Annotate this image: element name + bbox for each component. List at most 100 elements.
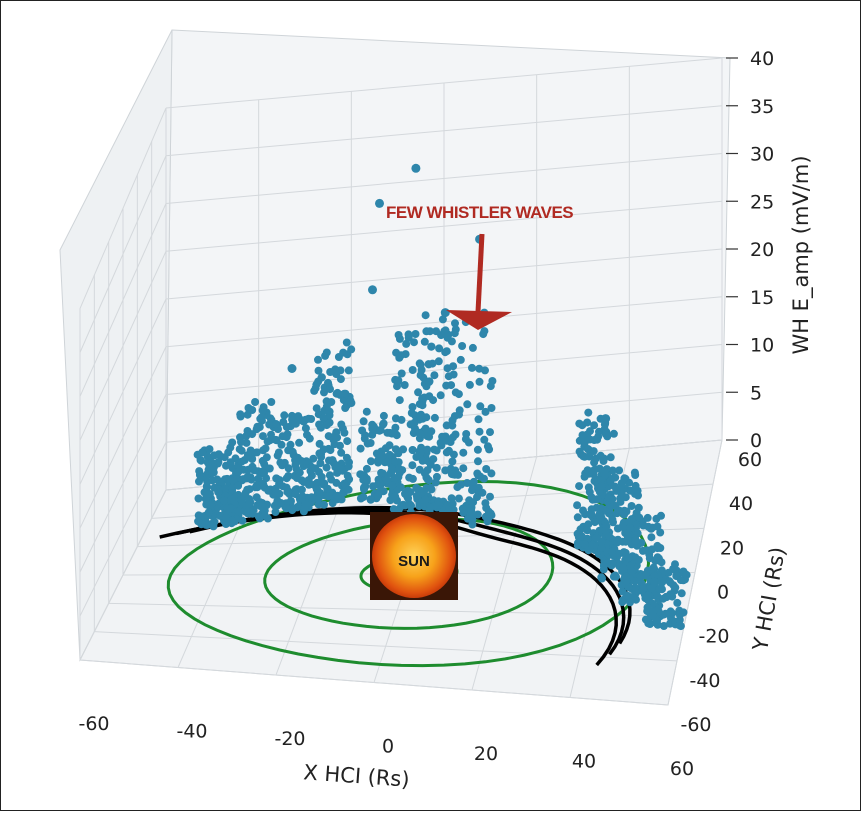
scatter-point (606, 453, 615, 462)
scatter-point (442, 421, 451, 430)
scatter-point (252, 448, 261, 457)
scatter-point (195, 467, 204, 476)
scatter-point (647, 533, 656, 542)
scatter-point (435, 344, 444, 353)
scatter-point (474, 415, 483, 424)
scatter-point (284, 464, 293, 473)
scatter-point (483, 517, 492, 526)
x-tick-label: 40 (572, 751, 596, 773)
scatter-point (329, 458, 338, 467)
scatter-point (388, 464, 396, 473)
scatter-point (482, 465, 491, 473)
scatter-point (451, 319, 459, 328)
scatter-point (359, 475, 368, 484)
x-tick-label: -40 (176, 721, 207, 743)
scatter-point (434, 357, 443, 366)
scatter-point (467, 506, 476, 515)
scatter-point (283, 430, 292, 439)
x-tick-label: -20 (274, 728, 305, 750)
scatter-point (401, 489, 409, 498)
scatter-point (198, 448, 207, 457)
scatter-point (609, 572, 618, 581)
scatter-point (416, 371, 425, 380)
scatter-point (668, 609, 677, 618)
scatter-point (474, 457, 482, 466)
scatter-point (292, 465, 301, 474)
scatter-point (601, 470, 610, 479)
scatter-point (459, 464, 468, 473)
scatter-point (415, 359, 424, 368)
scatter-point (304, 414, 313, 423)
scatter-point (408, 474, 417, 483)
scatter-point (259, 432, 267, 441)
scatter-point (645, 554, 654, 563)
scatter-point (322, 402, 331, 411)
scatter-point (303, 430, 311, 439)
scatter-point (483, 442, 492, 451)
scatter-point (234, 507, 243, 516)
scatter-point-peak (440, 308, 450, 318)
scatter-point (246, 446, 255, 455)
scatter-point (486, 428, 494, 437)
scatter-point (343, 471, 352, 480)
scatter-point (438, 315, 447, 324)
scatter-point (590, 421, 599, 430)
scatter-point (399, 445, 408, 454)
scatter-point (241, 488, 250, 497)
y-tick-label: 60 (738, 449, 762, 471)
scatter-point (325, 411, 334, 420)
scatter-point (649, 607, 658, 616)
scatter-point (376, 426, 385, 434)
scatter-point (418, 488, 427, 497)
floor-grid-x (667, 439, 723, 706)
scatter-point (431, 478, 440, 487)
scatter-point (337, 420, 346, 429)
scatter-point (617, 490, 626, 499)
scatter-point (383, 428, 392, 437)
scatter-point (573, 513, 582, 522)
scatter-point (340, 428, 349, 437)
scatter-point (585, 488, 594, 497)
z-tick-label: 20 (750, 239, 774, 261)
scatter-point (320, 500, 328, 509)
scatter-point (588, 540, 597, 549)
scatter-point (267, 398, 276, 406)
scatter-point (665, 577, 674, 586)
scatter-point (448, 457, 457, 466)
scatter-point (658, 578, 666, 587)
scatter-point (601, 430, 610, 439)
scatter-point (627, 567, 636, 576)
scatter-point (583, 526, 592, 535)
scatter-point (214, 503, 222, 512)
scatter-point (313, 478, 322, 487)
scatter-point (314, 366, 323, 375)
y-tick-label: 0 (717, 582, 729, 604)
scatter-point (599, 565, 608, 574)
scatter-point (336, 375, 345, 384)
scatter-point (430, 413, 439, 422)
scatter-point (272, 420, 280, 428)
scatter-point (656, 528, 665, 537)
scatter-point (444, 330, 453, 339)
scatter-point (647, 584, 656, 593)
scatter-point (428, 359, 437, 368)
scatter-point (657, 558, 666, 567)
scatter-point (209, 522, 218, 531)
scatter-point (214, 458, 223, 467)
scatter-point (469, 477, 478, 486)
z-tick-label: 25 (750, 191, 774, 213)
scatter-point (673, 598, 682, 607)
scatter-point (441, 466, 450, 475)
scatter-point (223, 475, 232, 484)
scatter-point (216, 511, 225, 520)
scatter-point (405, 499, 414, 508)
scatter-point (429, 455, 438, 464)
x-tick-label: 0 (382, 736, 394, 758)
scatter-point (457, 480, 466, 489)
scatter-point (480, 435, 489, 444)
scatter-point (323, 484, 332, 493)
scatter-point (267, 430, 275, 439)
scatter-point (682, 570, 691, 579)
scatter-point (402, 339, 411, 348)
scatter-point (604, 493, 613, 502)
